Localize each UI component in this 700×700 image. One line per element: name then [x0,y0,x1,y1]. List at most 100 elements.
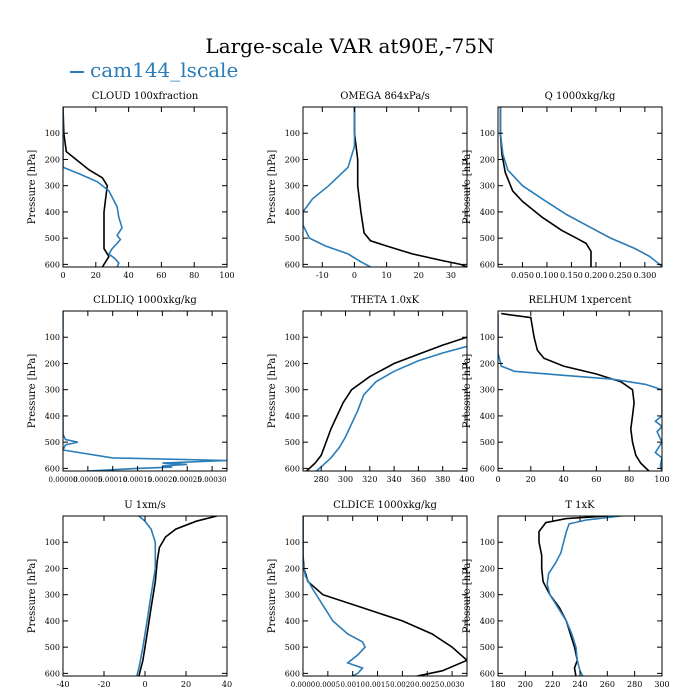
x-tick-label: 200 [518,680,533,689]
x-tick-label: 0.00005 [73,476,102,484]
panel-title: Q 1000xkg/kg [545,91,616,102]
x-tick-label: 400 [459,475,474,484]
plot-frame [497,515,663,677]
x-tick-label: 20 [91,271,101,280]
x-tick-label: -40 [57,680,70,689]
y-tick-label: 200 [45,564,60,573]
legend-label: cam144_lscale [90,58,239,82]
series-line-blue [315,345,467,471]
y-axis-label: Pressure [hPa] [267,354,278,429]
legend: cam144_lscale [70,58,238,82]
x-tick-label: 340 [386,475,401,484]
x-tick-label: 0.00000 [49,476,78,484]
x-tick-label: 0.00015 [123,476,152,484]
x-tick-label: 0.200 [584,271,607,280]
x-tick-label: 0 [352,271,357,280]
y-axis-label: Pressure [hPa] [267,559,278,634]
y-tick-label: 400 [480,412,495,421]
x-tick-label: 100 [219,271,234,280]
x-tick-label: 0 [142,680,147,689]
x-tick-label: 0.00010 [98,476,127,484]
panel-title: CLOUD 100xfraction [92,91,199,102]
y-tick-label: 500 [45,234,60,243]
y-tick-label: 200 [285,359,300,368]
series-line-black [303,516,467,676]
y-tick-label: 100 [45,129,60,138]
y-tick-label: 200 [480,359,495,368]
chart-panel-3: Q 1000xkg/kg Pressure [hPa] 100 200 300 400 50… [462,91,663,280]
plot-frame [62,106,228,268]
x-tick-label: 0.0025 [415,681,440,689]
y-axis-label: Pressure [hPa] [27,354,38,429]
y-tick-label: 600 [285,260,300,269]
y-tick-label: 200 [45,359,60,368]
series-line-black [353,107,467,267]
x-tick-label: 0.100 [536,271,559,280]
y-tick-label: 600 [285,669,300,678]
series-line-black [63,107,110,267]
panel-title: OMEGA 864xPa/s [340,91,430,102]
y-tick-label: 400 [285,617,300,626]
y-tick-label: 500 [45,643,60,652]
y-tick-label: 400 [285,412,300,421]
chart-panel-5: THETA 1.0xK Pressure [hPa] 100 200 300 400 500… [267,295,475,484]
x-tick-label: 360 [411,475,426,484]
y-tick-label: 500 [285,643,300,652]
x-tick-label: 20 [526,475,536,484]
y-tick-label: 300 [480,591,495,600]
y-tick-label: 400 [480,208,495,217]
y-axis-label: Pressure [hPa] [27,559,38,634]
panel-title: CLDICE 1000xkg/kg [333,500,437,511]
x-tick-label: 40 [124,271,134,280]
y-tick-label: 500 [480,234,495,243]
x-tick-label: 220 [545,680,560,689]
x-tick-label: 320 [362,475,377,484]
x-tick-label: 30 [446,271,456,280]
y-axis-label: Pressure [hPa] [27,150,38,225]
series-line-blue [63,311,227,471]
x-tick-label: 0 [60,271,65,280]
panel-title: RELHUM 1xpercent [528,295,631,306]
x-tick-label: 0.0030 [440,681,465,689]
y-tick-label: 400 [45,412,60,421]
y-tick-label: 300 [285,591,300,600]
y-tick-label: 300 [480,182,495,191]
y-tick-label: 100 [45,333,60,342]
x-tick-label: 300 [654,680,669,689]
x-tick-label: 0.00025 [173,476,202,484]
y-tick-label: 600 [285,464,300,473]
x-tick-label: 0.0020 [390,681,415,689]
x-tick-label: -20 [98,680,111,689]
x-tick-label: 0.300 [633,271,656,280]
x-tick-label: 180 [490,680,505,689]
series-line-black [538,516,608,676]
series-line-blue [303,107,371,267]
y-tick-label: 100 [285,333,300,342]
y-tick-label: 500 [285,234,300,243]
chart-panel-1: CLOUD 100xfraction Pressure [hPa] 100 20 0 30… [27,91,235,280]
y-tick-label: 400 [285,208,300,217]
x-tick-label: 0.00030 [198,476,227,484]
series-line-blue [546,516,622,676]
y-tick-label: 300 [45,182,60,191]
x-tick-label: 0.250 [609,271,632,280]
y-tick-label: 100 [480,538,495,547]
series-line-black [501,312,650,471]
chart-panel-4: CLDLIQ 1000xkg/kg Pressure [hPa] 100 200 300… [27,295,228,484]
x-tick-label: 260 [600,680,615,689]
x-tick-label: 240 [572,680,587,689]
y-tick-label: 200 [480,155,495,164]
panel-title: CLDLIQ 1000xkg/kg [93,295,197,306]
plot-frame [302,310,468,472]
y-tick-label: 100 [285,538,300,547]
y-tick-label: 300 [480,386,495,395]
y-axis-label: Pressure [hPa] [267,150,278,225]
x-tick-label: 60 [591,475,601,484]
page-title: Large-scale VAR at90E,-75N [205,34,495,58]
y-tick-label: 600 [480,464,495,473]
x-tick-label: 80 [189,271,199,280]
y-tick-label: 200 [285,564,300,573]
